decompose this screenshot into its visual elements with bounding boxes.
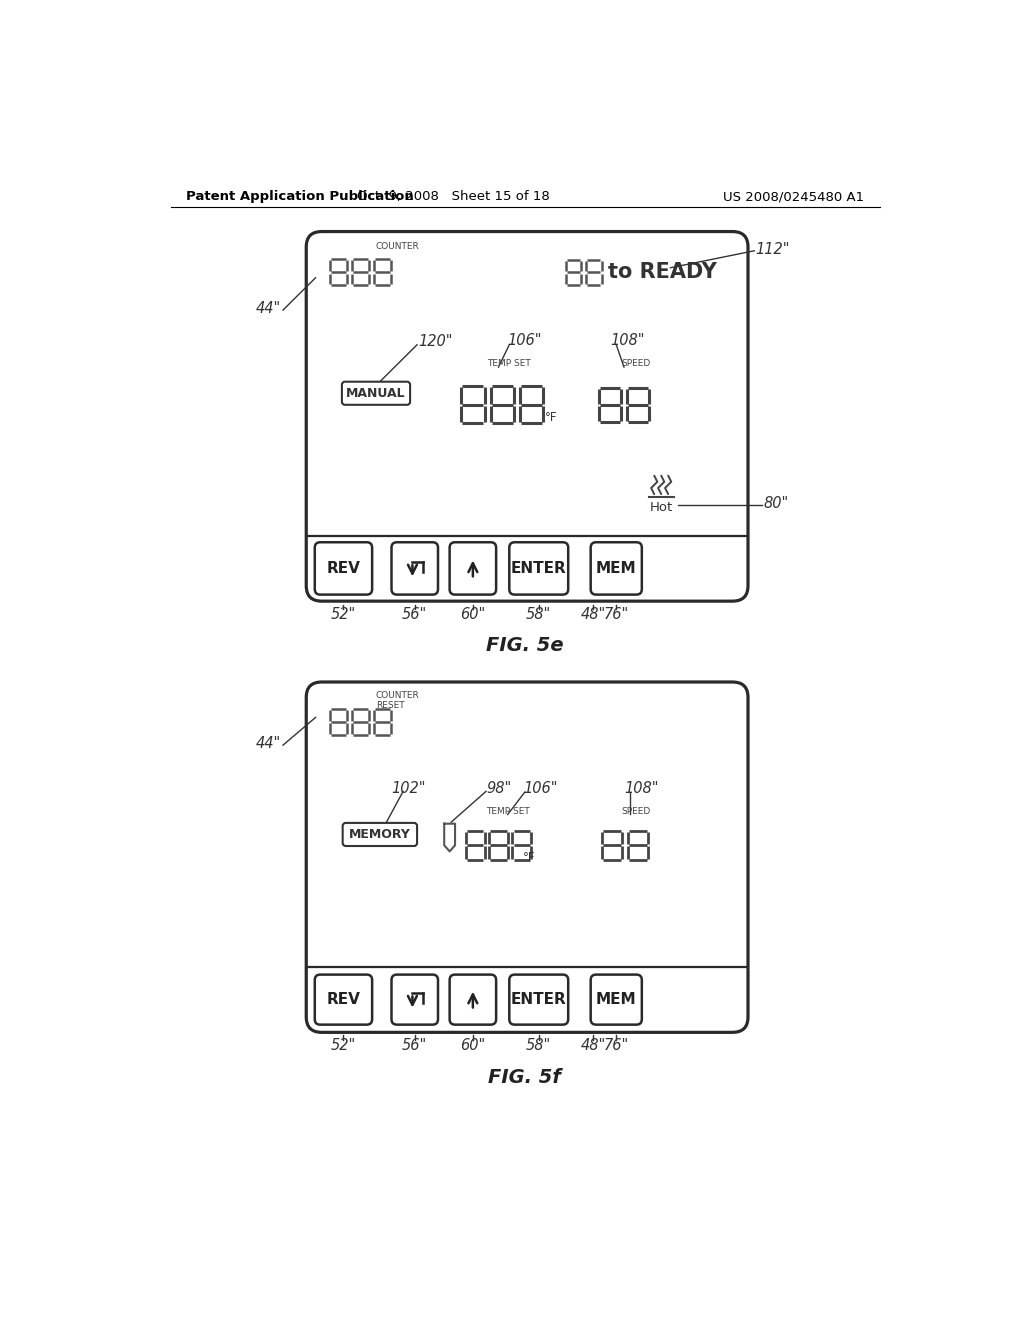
FancyBboxPatch shape xyxy=(450,974,496,1024)
Text: FIG. 5e: FIG. 5e xyxy=(486,635,563,655)
Text: COUNTER: COUNTER xyxy=(376,690,420,700)
Text: SPEED: SPEED xyxy=(621,359,650,368)
Text: REV: REV xyxy=(327,993,360,1007)
FancyBboxPatch shape xyxy=(314,974,372,1024)
Text: MEM: MEM xyxy=(596,993,637,1007)
Text: Hot: Hot xyxy=(649,500,673,513)
Text: 52": 52" xyxy=(331,1038,356,1053)
Text: °F: °F xyxy=(545,411,557,424)
Text: 120": 120" xyxy=(419,334,454,350)
Text: 48": 48" xyxy=(581,607,605,622)
FancyBboxPatch shape xyxy=(591,974,642,1024)
FancyBboxPatch shape xyxy=(509,543,568,594)
Text: 98": 98" xyxy=(486,780,511,796)
Text: 106": 106" xyxy=(508,333,543,347)
FancyBboxPatch shape xyxy=(591,543,642,594)
Text: COUNTER: COUNTER xyxy=(376,243,420,251)
Text: 48": 48" xyxy=(581,1038,605,1053)
FancyBboxPatch shape xyxy=(342,381,410,405)
Text: SPEED: SPEED xyxy=(621,807,650,816)
Text: 52": 52" xyxy=(331,607,356,622)
FancyBboxPatch shape xyxy=(306,682,748,1032)
Text: TEMP SET: TEMP SET xyxy=(487,359,531,368)
FancyBboxPatch shape xyxy=(509,974,568,1024)
Text: 58": 58" xyxy=(526,1038,551,1053)
FancyBboxPatch shape xyxy=(306,231,748,601)
Text: TEMP SET: TEMP SET xyxy=(485,807,529,816)
Text: 106": 106" xyxy=(523,780,558,796)
Text: 56": 56" xyxy=(402,1038,427,1053)
Text: to READY: to READY xyxy=(608,263,718,282)
Text: 56": 56" xyxy=(402,607,427,622)
Text: MEMORY: MEMORY xyxy=(349,828,411,841)
Text: 76": 76" xyxy=(603,607,629,622)
Text: REV: REV xyxy=(327,561,360,576)
Text: MANUAL: MANUAL xyxy=(346,387,406,400)
Text: 80": 80" xyxy=(764,496,788,511)
Text: ENTER: ENTER xyxy=(511,993,566,1007)
FancyBboxPatch shape xyxy=(450,543,496,594)
Text: 76": 76" xyxy=(603,1038,629,1053)
Text: 60": 60" xyxy=(460,1038,485,1053)
Text: °F: °F xyxy=(523,851,536,865)
Text: 44": 44" xyxy=(256,301,282,315)
Text: FIG. 5f: FIG. 5f xyxy=(488,1068,561,1086)
Text: 102": 102" xyxy=(391,780,426,796)
Text: RESET: RESET xyxy=(376,701,404,710)
Text: 108": 108" xyxy=(624,780,658,796)
Text: 112": 112" xyxy=(756,242,791,257)
FancyBboxPatch shape xyxy=(314,543,372,594)
Text: 58": 58" xyxy=(526,607,551,622)
Text: 44": 44" xyxy=(256,737,282,751)
Text: MEM: MEM xyxy=(596,561,637,576)
Text: ENTER: ENTER xyxy=(511,561,566,576)
Text: Patent Application Publication: Patent Application Publication xyxy=(186,190,414,203)
Text: 108": 108" xyxy=(610,333,644,347)
FancyBboxPatch shape xyxy=(391,543,438,594)
FancyBboxPatch shape xyxy=(391,974,438,1024)
Text: US 2008/0245480 A1: US 2008/0245480 A1 xyxy=(723,190,864,203)
Text: 60": 60" xyxy=(460,607,485,622)
FancyBboxPatch shape xyxy=(343,822,417,846)
Text: Oct. 9, 2008   Sheet 15 of 18: Oct. 9, 2008 Sheet 15 of 18 xyxy=(357,190,550,203)
